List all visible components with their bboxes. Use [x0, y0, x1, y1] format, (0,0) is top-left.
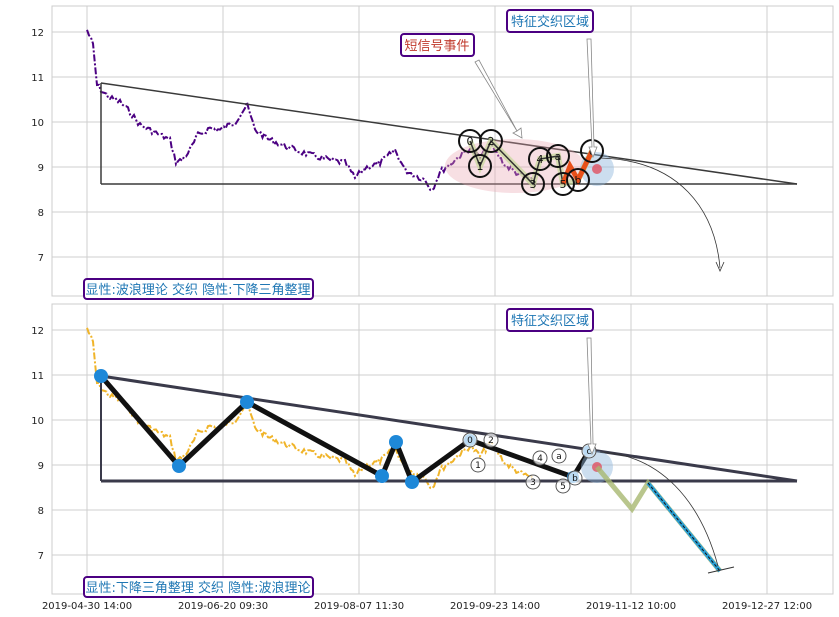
bottom-footer-label-box: 显性:下降三角整理 交织 隐性:波浪理论 [83, 576, 314, 598]
x-tick-label: 2019-08-07 11:30 [314, 601, 404, 612]
top-y-ticks: 7 8 9 10 11 12 [31, 28, 44, 264]
wave-label: 3 [530, 178, 537, 191]
y-tick-label: 7 [38, 253, 44, 264]
wave-circle [468, 154, 492, 178]
wave-label-small: 1 [475, 461, 481, 471]
wave-label-small: 3 [530, 478, 536, 488]
pivot-point [375, 469, 389, 483]
top-zone-center [592, 164, 602, 174]
wave-circle-small [551, 448, 567, 464]
top-projection-curve [599, 157, 721, 269]
top-event-label-box: 短信号事件 [400, 33, 475, 57]
bottom-target-bar [707, 566, 735, 574]
wave-circle-small [532, 450, 548, 466]
wave-circle-small [462, 432, 478, 448]
pivot-point [240, 395, 254, 409]
bottom-y-ticks: 7 8 9 10 11 12 [31, 326, 44, 562]
wave-circle [479, 129, 503, 153]
wave-label: b [575, 174, 582, 187]
bottom-wave-circles: 0 1 2 3 4 5 a b c [462, 432, 597, 494]
x-tick-label: 2019-04-30 14:00 [42, 601, 132, 612]
top-wave-line [469, 139, 564, 186]
bottom-zone-label-box: 特征交织区域 [506, 308, 594, 332]
wave-circle [528, 147, 552, 171]
top-footer-label: 显性:波浪理论 交织 隐性:下降三角整理 [85, 282, 310, 298]
top-event-label: 短信号事件 [404, 39, 469, 54]
top-price-line [86, 29, 534, 192]
bottom-zone-label: 特征交织区域 [511, 313, 589, 329]
wave-label-small: c [587, 447, 592, 457]
wave-label-small: 0 [467, 436, 473, 446]
wave-label: 2 [488, 135, 495, 148]
top-zone-label: 特征交织区域 [511, 14, 589, 30]
wave-circle [566, 168, 590, 192]
y-tick-label: 8 [38, 506, 44, 517]
bottom-x-ticks: 2019-04-30 14:00 2019-06-20 09:30 2019-08-… [42, 601, 812, 612]
wave-label: 0 [467, 135, 474, 148]
x-tick-label: 2019-11-12 10:00 [586, 601, 676, 612]
top-zone-label-box: 特征交织区域 [506, 9, 594, 33]
bottom-projection-dash [647, 482, 721, 572]
wave-circle [551, 172, 575, 196]
y-tick-label: 12 [31, 28, 44, 39]
wave-circle [546, 144, 570, 168]
y-tick-label: 11 [31, 371, 44, 382]
bottom-projection-curve [599, 451, 719, 567]
wave-circle-small [555, 478, 571, 494]
y-tick-label: 9 [38, 163, 44, 174]
wave-label-small: a [556, 452, 562, 462]
y-tick-label: 10 [31, 118, 44, 129]
wave-label-small: 2 [488, 436, 494, 446]
y-tick-label: 9 [38, 461, 44, 472]
x-tick-label: 2019-12-27 12:00 [722, 601, 812, 612]
y-tick-label: 10 [31, 416, 44, 427]
top-event-arrow [474, 59, 523, 139]
top-plot-frame [51, 5, 834, 297]
y-tick-label: 12 [31, 326, 44, 337]
wave-label: 1 [477, 160, 484, 173]
wave-circle [521, 172, 545, 196]
pivot-point [94, 369, 108, 383]
top-projection-arrowhead [715, 261, 725, 272]
wave-label-small: 4 [537, 454, 543, 464]
wave-circle-small [483, 432, 499, 448]
top-triangle-upper [100, 82, 798, 185]
wave-label: 4 [537, 153, 544, 166]
top-grid [52, 6, 833, 296]
pivot-point [389, 435, 403, 449]
bottom-footer-label: 显性:下降三角整理 交织 隐性:波浪理论 [85, 580, 310, 596]
wave-circle-small [470, 457, 486, 473]
bottom-price-line [86, 327, 534, 490]
wave-label-small: 5 [560, 482, 566, 492]
y-tick-label: 7 [38, 551, 44, 562]
wave-label: a [555, 150, 562, 163]
bottom-triangle-upper [100, 374, 798, 483]
wave-label-small: b [572, 474, 578, 484]
wave-label: 5 [560, 178, 567, 191]
bottom-zone-arrow [586, 337, 597, 456]
top-footer-label-box: 显性:波浪理论 交织 隐性:下降三角整理 [83, 278, 314, 300]
wave-circle-small [525, 474, 541, 490]
y-tick-label: 11 [31, 73, 44, 84]
pivot-point [172, 459, 186, 473]
top-correction-line [560, 149, 595, 186]
x-tick-label: 2019-09-23 14:00 [450, 601, 540, 612]
bottom-plot-frame [51, 303, 834, 595]
wave-circle-small [567, 470, 583, 486]
top-zone-arrow [586, 38, 598, 159]
y-tick-label: 8 [38, 208, 44, 219]
pivot-point [405, 475, 419, 489]
x-tick-label: 2019-06-20 09:30 [178, 601, 268, 612]
